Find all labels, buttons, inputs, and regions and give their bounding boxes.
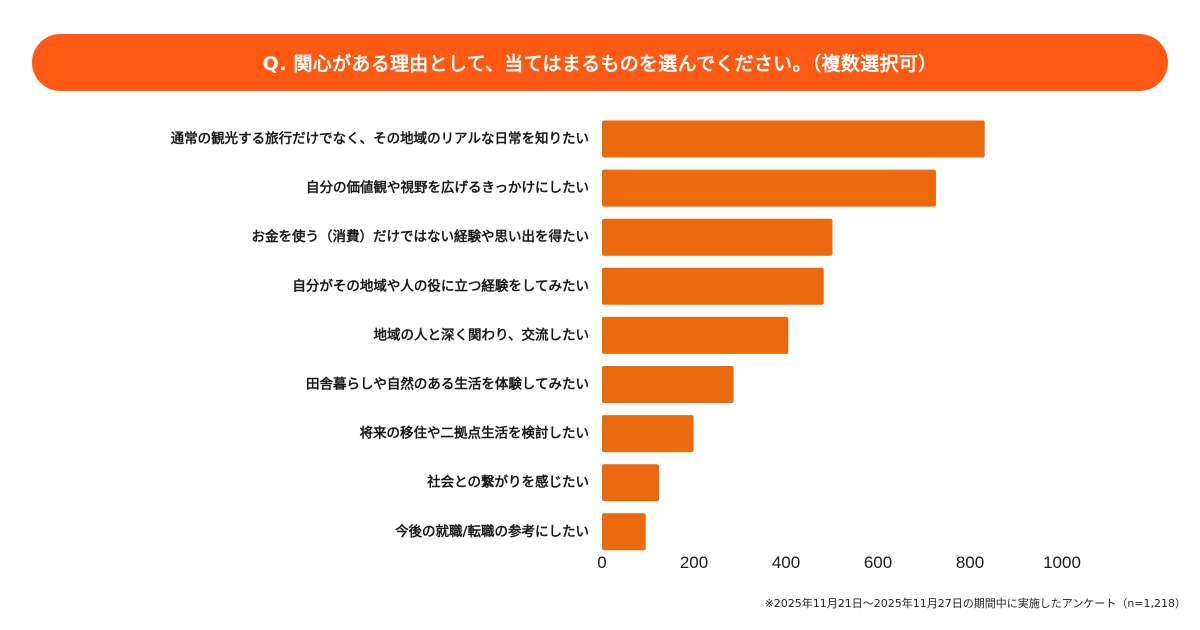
bar [602,366,734,403]
chart-title: Q. 関心がある理由として、当てはまるものを選んでください。（複数選択可） [262,53,938,75]
x-tick-label: 1000 [1043,553,1081,572]
category-label: 将来の移住や二拠点生活を検討したい [360,425,590,442]
x-tick-label: 400 [772,553,800,572]
category-label: 自分の価値観や視野を広げるきっかけにしたい [306,179,589,196]
x-tick-label: 600 [864,553,892,572]
category-label: 田舎暮らしや自然のある生活を体験してみたい [306,376,589,393]
category-label: 今後の就職/転職の参考にしたい [395,523,589,540]
bar [602,267,824,305]
category-label: 社会との繋がりを感じたい [426,474,589,491]
x-tick-label: 800 [956,553,984,572]
survey-footnote: ※2025年11月21日〜2025年11月27日の期間中に実施したアンケート（n… [764,597,1186,610]
bar [602,218,833,256]
title-banner: Q. 関心がある理由として、当てはまるものを選んでください。（複数選択可） [32,34,1168,91]
bar [602,415,694,453]
x-tick-label: 0 [597,553,606,572]
category-label: 自分がその地域や人の役に立つ経験をしてみたい [292,277,589,294]
bar [602,120,985,158]
bar [602,464,660,502]
bar [602,169,936,207]
category-label: 地域の人と深く関わり、交流したい [374,326,589,343]
bar [602,513,646,551]
bar [602,316,789,354]
x-tick-label: 200 [680,553,708,572]
category-label: 通常の観光する旅行だけでなく、その地域のリアルな日常を知りたい [171,130,589,147]
category-label: お金を使う（消費）だけではない経験や思い出を得たい [252,228,590,245]
